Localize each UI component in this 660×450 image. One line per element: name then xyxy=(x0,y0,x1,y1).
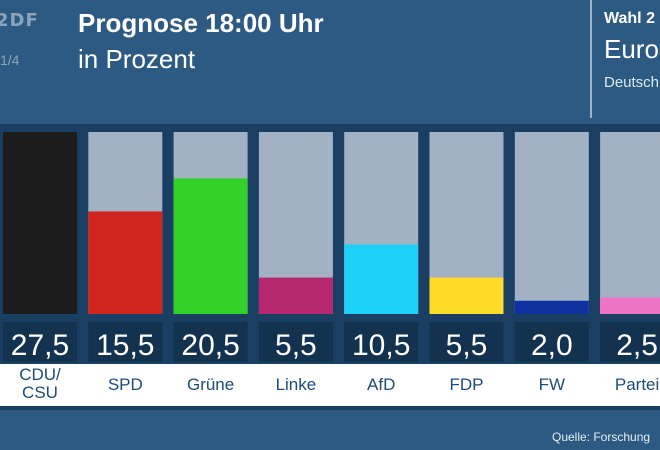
category-label: CDU/ xyxy=(19,365,61,384)
value-label-box xyxy=(600,322,660,362)
bar xyxy=(3,132,77,314)
category-label: Grüne xyxy=(187,375,234,394)
category-label: CSU xyxy=(22,383,58,402)
side-panel-heading: Euro xyxy=(604,34,659,64)
value-label-box xyxy=(258,322,333,362)
value-label-box xyxy=(3,322,77,362)
category-label: Linke xyxy=(276,375,317,394)
chart-subtitle: in Prozent xyxy=(78,44,196,74)
bar-chart: 27,5 CDU/CSU 15,5 SPD 20,5 Grüne 5,5 Linke 10,5 A… xyxy=(3,132,660,402)
bar xyxy=(429,277,504,314)
category-label: Partei xyxy=(615,375,659,394)
source-note: Quelle: Forschung xyxy=(552,430,651,444)
bar-track xyxy=(600,132,660,314)
value-label: 27,5 xyxy=(11,329,69,362)
value-label: 20,5 xyxy=(181,329,239,362)
category-label: FDP xyxy=(450,375,484,394)
side-panel-title: Wahl 2 xyxy=(604,10,655,27)
bar xyxy=(173,178,248,314)
value-label: 5,5 xyxy=(275,329,317,362)
value-label-box xyxy=(173,322,248,362)
value-label: 5,5 xyxy=(446,329,488,362)
value-label-box xyxy=(429,322,504,362)
chart-title: Prognose 18:00 Uhr xyxy=(78,8,324,38)
category-label: SPD xyxy=(108,375,143,394)
category-label-band xyxy=(0,364,660,406)
value-label: 2,0 xyxy=(531,329,573,362)
bar xyxy=(600,297,660,314)
value-label: 10,5 xyxy=(352,329,410,362)
bar xyxy=(344,244,419,314)
category-label: AfD xyxy=(367,375,395,394)
bar xyxy=(514,300,589,314)
value-label: 15,5 xyxy=(96,329,154,362)
bar xyxy=(258,277,333,314)
value-label-box xyxy=(344,322,419,362)
header-divider xyxy=(590,0,592,118)
value-label-box xyxy=(88,322,163,362)
page-indicator: 1/4 xyxy=(0,52,20,68)
bar-track xyxy=(514,132,589,314)
category-label: FW xyxy=(539,375,565,394)
value-label: 2,5 xyxy=(616,329,658,362)
zdf-logo: 2DF xyxy=(0,10,39,31)
side-panel-region: Deutsch xyxy=(604,74,660,91)
value-label-box xyxy=(514,322,589,362)
bar xyxy=(88,211,163,314)
